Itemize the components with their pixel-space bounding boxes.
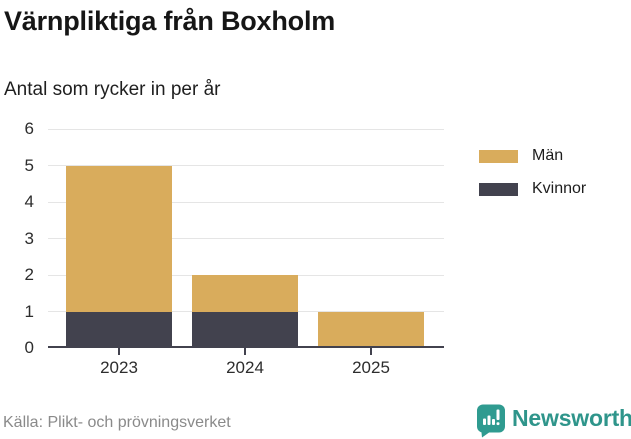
x-axis-tick xyxy=(370,348,372,355)
y-axis-tick-label: 4 xyxy=(24,192,34,211)
gridline xyxy=(48,128,444,130)
source-note: Källa: Plikt- och prövningsverket xyxy=(3,414,231,431)
bar-segment-män-2023 xyxy=(66,165,172,312)
bar-segment-män-2025 xyxy=(318,311,424,348)
legend-item-kvinnor: Kvinnor xyxy=(479,180,586,198)
legend-swatch xyxy=(479,182,518,196)
legend-label: Män xyxy=(532,147,564,164)
legend: Män Kvinnor xyxy=(479,147,586,213)
gridline xyxy=(48,201,444,203)
y-axis-tick-label: 3 xyxy=(24,228,34,248)
bar-segment-kvinnor-2023 xyxy=(66,311,172,348)
chart-subtitle: Antal som rycker in per år xyxy=(4,79,221,100)
y-axis-tick-label: 2 xyxy=(24,265,34,284)
x-axis-tick xyxy=(244,348,246,355)
y-axis-tick-label: 0 xyxy=(24,338,34,357)
newsworthy-logo-icon xyxy=(477,404,505,438)
gridline xyxy=(48,238,444,239)
x-axis-label: 2023 xyxy=(100,358,138,377)
gridline xyxy=(48,165,444,166)
chart-title: Värnpliktiga från Boxholm xyxy=(4,6,336,36)
bar-segment-män-2024 xyxy=(192,275,298,312)
newsworthy-wordmark: Newsworthy xyxy=(512,405,631,431)
y-axis-tick-label: 6 xyxy=(24,119,34,138)
legend-label: Kvinnor xyxy=(532,180,587,197)
legend-item-män: Män xyxy=(479,147,586,165)
x-axis-tick xyxy=(118,348,120,355)
x-axis-label: 2024 xyxy=(226,358,264,377)
x-axis-line xyxy=(48,346,444,348)
branding: Newsworthy xyxy=(476,404,631,438)
bar-segment-kvinnor-2024 xyxy=(192,311,298,348)
legend-swatch xyxy=(479,149,518,163)
x-axis-label: 2025 xyxy=(352,358,390,377)
y-axis-tick-label: 5 xyxy=(24,155,34,175)
y-axis-tick-label: 1 xyxy=(24,301,34,321)
